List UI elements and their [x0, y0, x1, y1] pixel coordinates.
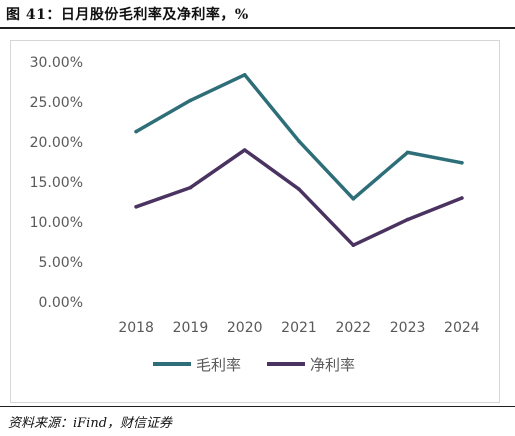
y-tick-label: 0.00% — [39, 295, 83, 311]
data-point — [134, 129, 138, 134]
x-tick-label: 2018 — [118, 320, 154, 336]
chart-frame: 0.00% 5.00% 10.00% 15.00% 20.00% 25.00% 30.00%… — [10, 40, 500, 403]
series-line-2 — [134, 148, 464, 247]
y-tick-label: 10.00% — [30, 215, 83, 231]
data-point — [405, 217, 410, 222]
data-point — [351, 197, 356, 201]
data-point — [460, 196, 464, 200]
data-point — [188, 185, 193, 190]
source-note: 资料来源：iFind，财信证券 — [8, 416, 173, 431]
figure-title: 图 41：日月股份毛利率及净利率，% — [6, 7, 249, 23]
series-line-1 — [134, 73, 464, 201]
data-point — [351, 243, 356, 247]
data-point — [405, 150, 410, 155]
x-tick-label: 2024 — [444, 320, 480, 336]
data-point — [460, 161, 464, 165]
data-point — [188, 98, 193, 103]
x-tick-label: 2019 — [173, 320, 209, 336]
data-point — [242, 73, 247, 77]
y-tick-label: 30.00% — [30, 55, 83, 71]
data-point — [297, 139, 301, 143]
x-tick-label: 2021 — [281, 320, 317, 336]
legend-label: 毛利率 — [196, 356, 241, 374]
x-tick-label: 2023 — [390, 320, 426, 336]
y-tick-label: 25.00% — [30, 95, 83, 111]
top-rule — [0, 27, 515, 29]
y-tick-label: 5.00% — [39, 255, 83, 271]
x-tick-label: 2020 — [227, 320, 263, 336]
y-tick-label: 20.00% — [30, 135, 83, 151]
legend-label: 净利率 — [310, 356, 355, 374]
bottom-rule — [0, 406, 515, 407]
data-point — [134, 205, 138, 209]
x-tick-label: 2022 — [335, 320, 371, 336]
data-point — [242, 148, 247, 152]
data-point — [297, 187, 301, 191]
chart: 0.00% 5.00% 10.00% 15.00% 20.00% 25.00% 30.00%… — [30, 55, 480, 374]
y-tick-label: 15.00% — [30, 175, 83, 191]
